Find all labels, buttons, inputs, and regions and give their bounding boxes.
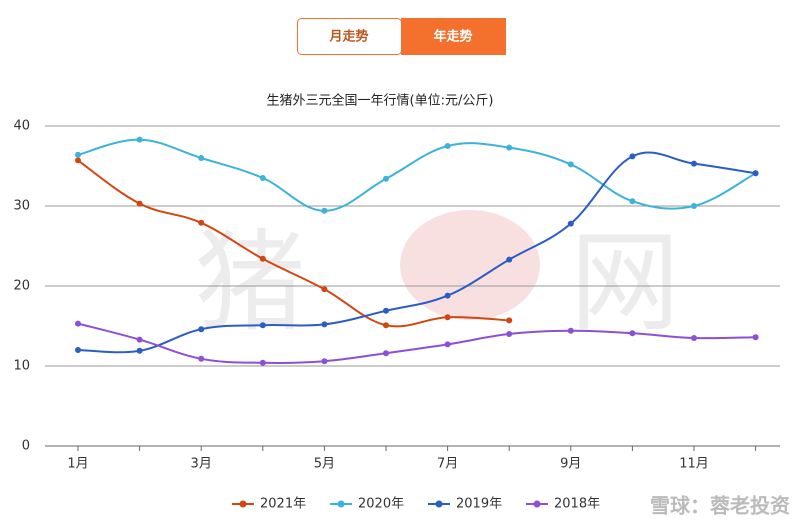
point xyxy=(321,207,328,214)
point xyxy=(567,220,574,227)
y-tick-label: 0 xyxy=(22,439,30,454)
tab-label[interactable]: 月走势 xyxy=(328,29,368,45)
y-tick-label: 30 xyxy=(13,199,30,214)
y-tick-label: 10 xyxy=(13,359,30,374)
point xyxy=(506,317,513,324)
point xyxy=(198,155,205,161)
point xyxy=(752,334,759,341)
legend-label: 2019年 xyxy=(456,497,502,512)
point xyxy=(383,307,389,314)
point xyxy=(567,327,574,334)
x-tick-label: 11月 xyxy=(679,457,709,472)
point xyxy=(75,320,81,327)
point xyxy=(383,175,389,182)
point xyxy=(629,330,636,337)
point xyxy=(321,286,328,293)
point xyxy=(444,314,451,321)
x-tick-label: 9月 xyxy=(560,457,581,472)
watermark: 雪球：蓉老投资 xyxy=(650,494,790,518)
point xyxy=(259,322,266,329)
point xyxy=(444,292,451,299)
series-line xyxy=(77,322,756,364)
y-tick-label: 40 xyxy=(13,119,30,134)
logo-watermark: 网 xyxy=(570,218,680,346)
legend-label: 2021年 xyxy=(260,497,306,512)
y-tick-label: 20 xyxy=(13,279,30,294)
point xyxy=(136,336,143,343)
legend-dot xyxy=(239,500,247,508)
series-line xyxy=(77,151,756,354)
point xyxy=(691,160,697,167)
point xyxy=(136,200,143,207)
point xyxy=(383,322,389,329)
legend-dot xyxy=(435,500,443,508)
legend-label: 2020年 xyxy=(358,497,404,512)
point xyxy=(259,255,266,262)
point xyxy=(321,358,328,365)
point xyxy=(383,350,389,357)
chart-title: 生猪外三元全国一年行情(单位:元/公斤) xyxy=(267,93,494,109)
point xyxy=(198,355,205,362)
tab[interactable] xyxy=(401,18,506,55)
point xyxy=(75,151,81,158)
point xyxy=(752,170,759,177)
point xyxy=(75,157,81,164)
point xyxy=(259,359,266,366)
point xyxy=(629,153,636,160)
tab-label[interactable]: 年走势 xyxy=(433,29,472,45)
legend-dot xyxy=(337,500,345,508)
x-tick-label: 3月 xyxy=(191,457,212,472)
point xyxy=(321,321,328,328)
point xyxy=(136,136,143,143)
point xyxy=(136,347,143,354)
x-tick-label: 5月 xyxy=(314,457,335,472)
point xyxy=(259,175,266,181)
series-line xyxy=(77,159,510,328)
point xyxy=(691,203,697,209)
point xyxy=(567,161,574,168)
point xyxy=(506,144,513,151)
point xyxy=(691,335,697,341)
x-tick-label: 1月 xyxy=(67,457,88,472)
logo-shape xyxy=(400,210,540,320)
point xyxy=(444,341,451,348)
legend-label: 2018年 xyxy=(554,497,600,512)
series-line xyxy=(77,138,757,212)
point xyxy=(198,219,205,226)
point xyxy=(444,143,451,149)
x-tick-label: 7月 xyxy=(437,457,458,472)
point xyxy=(629,198,636,205)
point xyxy=(506,331,513,337)
legend-dot xyxy=(533,500,541,508)
point xyxy=(198,326,205,333)
point xyxy=(75,347,81,353)
point xyxy=(506,256,513,263)
